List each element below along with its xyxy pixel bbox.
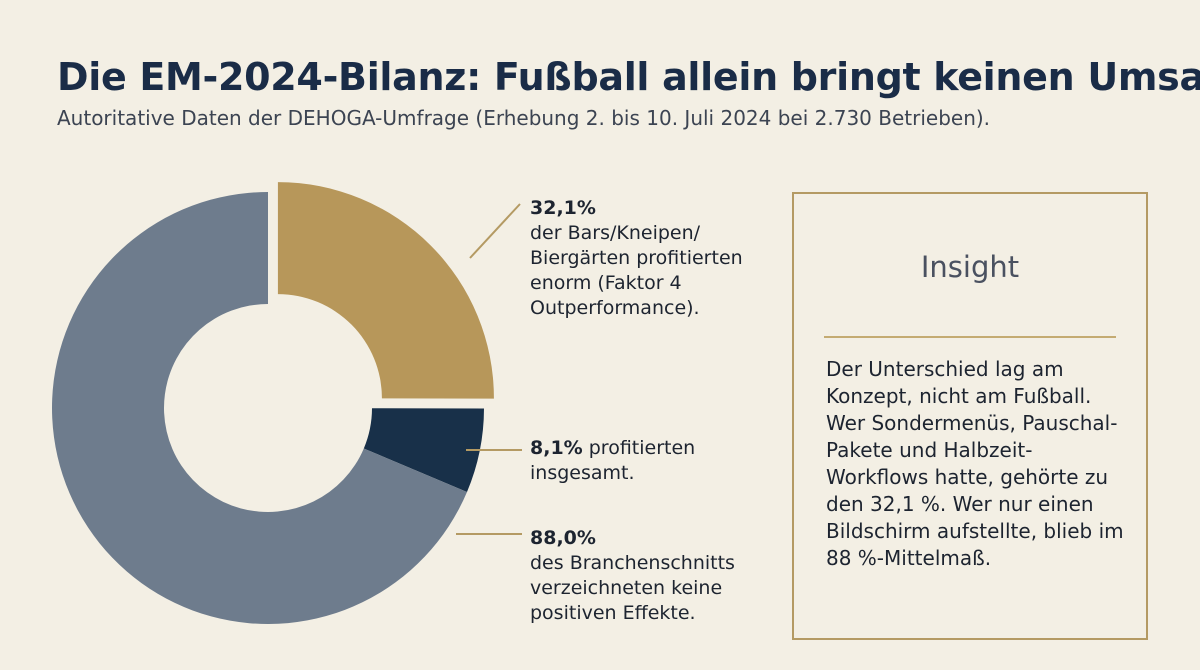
page-subtitle: Autoritative Daten der DEHOGA-Umfrage (E… <box>57 106 991 130</box>
insight-divider <box>824 336 1116 338</box>
slice-text-total: profitierten insgesamt. <box>530 437 696 484</box>
insight-box: Insight Der Unterschied lag am Konzept, … <box>792 192 1148 640</box>
page-title: Die EM-2024-Bilanz: Fußball allein bring… <box>57 55 1200 99</box>
slice-label-bars: 32,1% der Bars/Kneipen/ Biergärten profi… <box>530 196 790 321</box>
insight-text: Der Unterschied lag am Konzept, nicht am… <box>826 357 1124 570</box>
donut-slice-bars <box>277 182 494 399</box>
slice-value-bars: 32,1% <box>530 197 596 219</box>
slice-label-total: 8,1% profitierten insgesamt. <box>530 436 790 486</box>
insight-title: Insight <box>920 250 1020 284</box>
slice-text-avg: des Branchenschnitts verzeichneten keine… <box>530 552 735 624</box>
slice-label-avg: 88,0% des Branchenschnitts verzeichneten… <box>530 526 800 626</box>
slice-text-bars: der Bars/Kneipen/ Biergärten profitierte… <box>530 222 743 319</box>
leader-line-bars <box>469 203 521 259</box>
slice-value-avg: 88,0% <box>530 527 596 549</box>
donut-slice-total <box>363 408 484 493</box>
donut-slice-avg <box>52 192 467 624</box>
slice-value-total: 8,1% <box>530 437 583 459</box>
